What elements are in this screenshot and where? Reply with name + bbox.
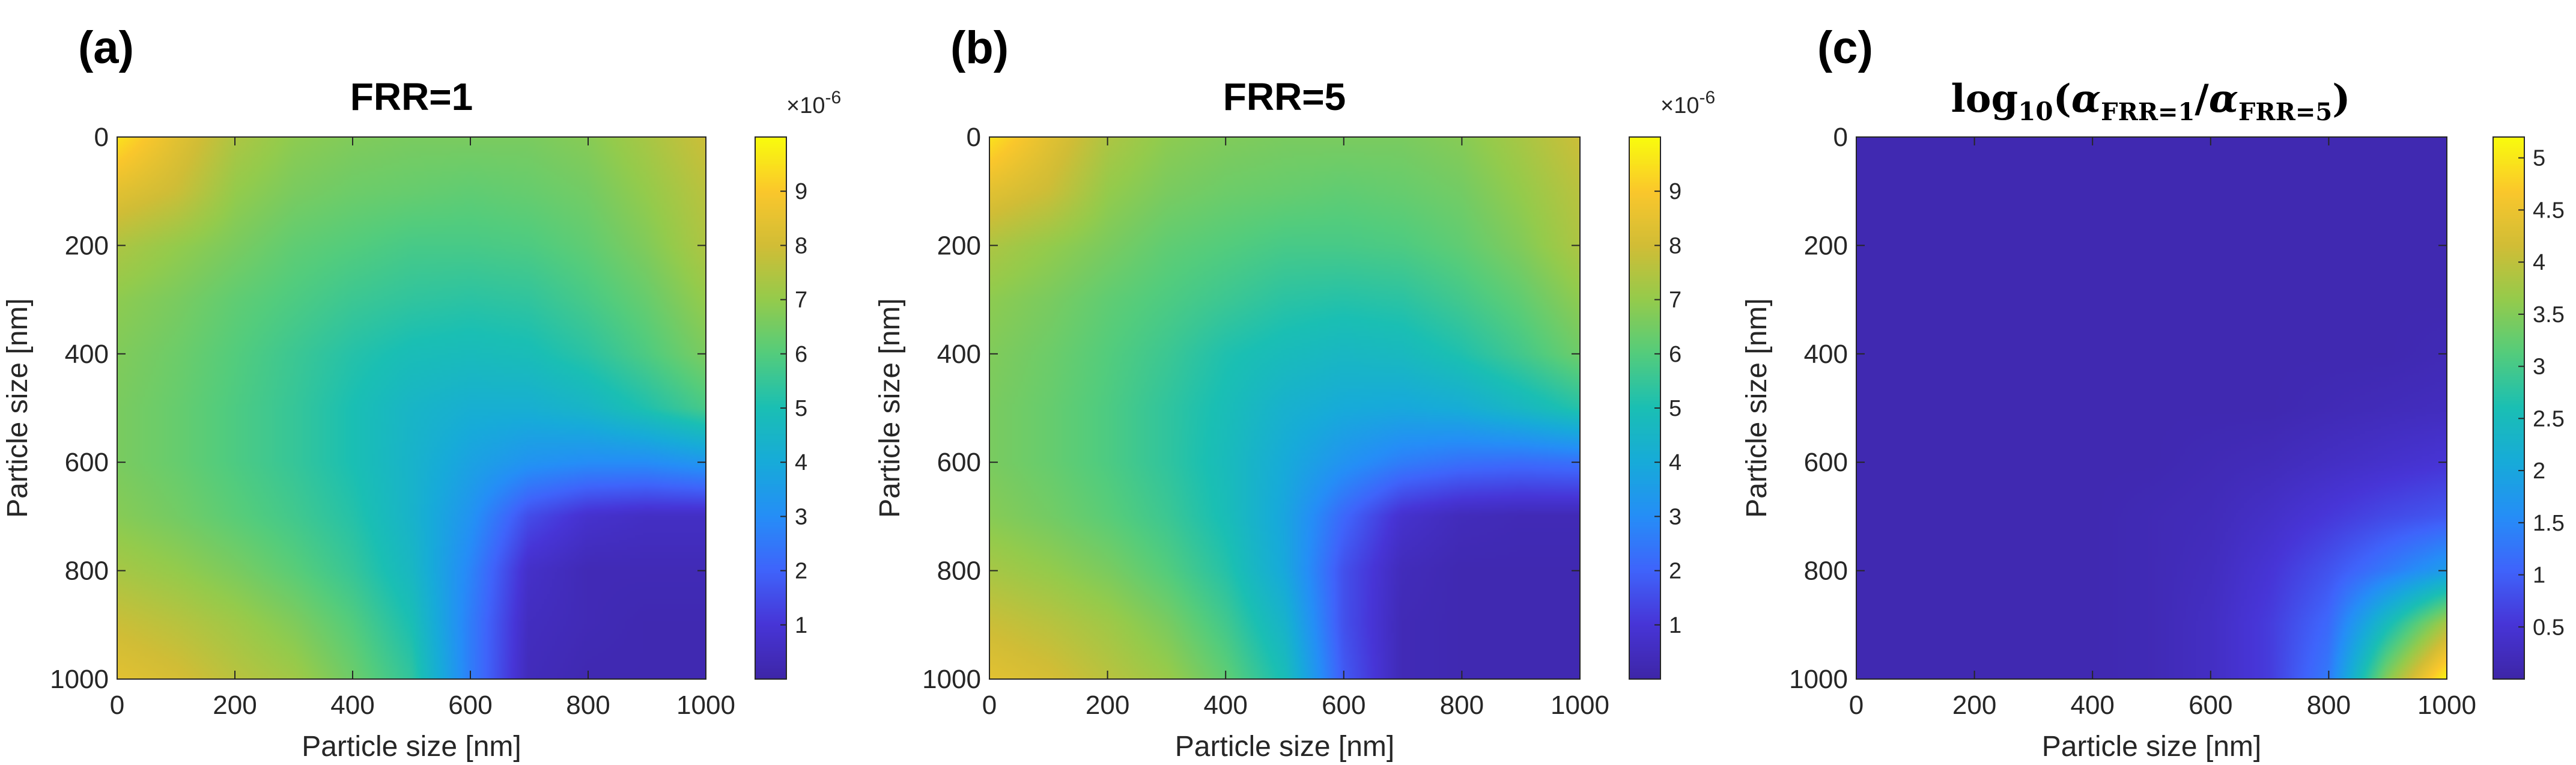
- x-axis-label: Particle size [nm]: [2042, 731, 2261, 763]
- panel-letter: (c): [1817, 22, 1873, 73]
- colorbar: 1 2 3 4 5 6 7 8 9 ×10-6: [1629, 88, 1715, 680]
- panel-1: (b)FRR=50 200 400 600 800 1000020040060080010…: [874, 22, 1715, 763]
- x-tick-label: 0: [1849, 690, 1864, 720]
- y-tick-label: 200: [937, 231, 981, 260]
- colorbar-tick-label: 1: [795, 613, 807, 638]
- chart-title: FRR=5: [1223, 75, 1346, 118]
- colorbar-tick-label: 2: [2533, 459, 2545, 484]
- panel-0: (a)FRR=10 200 400 600 800 1000020040060080010…: [2, 22, 841, 763]
- x-tick-label: 0: [982, 690, 997, 720]
- y-tick-label: 600: [937, 448, 981, 477]
- y-tick-label: 400: [937, 340, 981, 369]
- colorbar-tick-label: 4: [2533, 250, 2545, 275]
- y-tick-label: 200: [65, 231, 109, 260]
- panel-2: (c) log10(αFRR=1/αFRR=5) 0 200 400 600 800 1000…: [1741, 22, 2565, 763]
- colorbar-tick-label: 1: [1669, 613, 1681, 638]
- chart-title: log10(αFRR=1/αFRR=5): [1951, 76, 2350, 126]
- colorbar-tick-label: 5: [2533, 146, 2545, 171]
- colorbar-tick-label: 6: [1669, 342, 1681, 367]
- colorbar-tick-label: 3: [1669, 504, 1681, 529]
- colorbar-tick-label: 0.5: [2533, 615, 2565, 640]
- colorbar-multiplier: ×10-6: [786, 88, 841, 118]
- colorbar-tick-label: 9: [795, 179, 807, 204]
- x-tick-label: 600: [2189, 690, 2232, 720]
- y-tick-label: 0: [967, 123, 981, 152]
- plot-frame: [117, 136, 706, 680]
- colorbar-tick-label: 2.5: [2533, 406, 2565, 431]
- colorbar-tick-label: 2: [795, 559, 807, 584]
- x-tick-label: 1000: [676, 690, 735, 720]
- x-tick-label: 800: [566, 690, 610, 720]
- y-tick-label: 800: [937, 556, 981, 586]
- colorbar-tick-label: 4.5: [2533, 198, 2565, 223]
- y-axis-label: Particle size [nm]: [2, 298, 34, 517]
- colorbar-tick-label: 1: [2533, 563, 2545, 588]
- y-tick-label: 600: [1804, 448, 1848, 477]
- colorbar-tick-label: 6: [795, 342, 807, 367]
- x-tick-label: 800: [1440, 690, 1484, 720]
- heatmap-image: [117, 137, 706, 679]
- colorbar: 1 2 3 4 5 6 7 8 9 ×10-6: [755, 88, 841, 680]
- colorbar-tick-label: 4: [1669, 450, 1681, 475]
- y-tick-label: 0: [1833, 123, 1848, 152]
- colorbar-tick-label: 1.5: [2533, 511, 2565, 536]
- heatmap-image: [1856, 137, 2447, 679]
- x-axis-label: Particle size [nm]: [1175, 731, 1394, 763]
- y-tick-label: 200: [1804, 231, 1848, 260]
- x-axis-label: Particle size [nm]: [302, 731, 521, 763]
- y-tick-label: 400: [65, 340, 109, 369]
- x-tick-label: 200: [1086, 690, 1129, 720]
- panel-letter: (a): [78, 22, 134, 73]
- x-tick-label: 600: [1322, 690, 1365, 720]
- colorbar-multiplier: ×10-6: [1660, 88, 1715, 118]
- colorbar-tick-label: 3: [795, 504, 807, 529]
- y-axis-label: Particle size [nm]: [1741, 298, 1773, 517]
- y-tick-label: 1000: [50, 665, 109, 694]
- y-tick-label: 0: [94, 123, 109, 152]
- colorbar-tick-label: 9: [1669, 179, 1681, 204]
- colorbar-tick-label: 4: [795, 450, 807, 475]
- colorbar-tick-label: 5: [1669, 396, 1681, 421]
- x-tick-label: 400: [330, 690, 374, 720]
- colorbar-tick-label: 3: [2533, 355, 2545, 380]
- x-tick-label: 1000: [1551, 690, 1609, 720]
- colorbar-tick-label: 8: [795, 233, 807, 258]
- x-tick-label: 400: [2070, 690, 2114, 720]
- x-tick-label: 200: [213, 690, 257, 720]
- panel-letter: (b): [950, 22, 1009, 73]
- x-tick-label: 600: [448, 690, 492, 720]
- colorbar-tick-label: 5: [795, 396, 807, 421]
- y-axis-label: Particle size [nm]: [874, 298, 906, 517]
- colorbar-tick-label: 3.5: [2533, 302, 2565, 328]
- plot-frame: [1856, 136, 2447, 680]
- y-tick-label: 1000: [922, 665, 981, 694]
- colorbar-tick-label: 8: [1669, 233, 1681, 258]
- x-tick-label: 0: [110, 690, 124, 720]
- plot-frame: [989, 136, 1581, 680]
- chart-title: FRR=1: [350, 75, 473, 118]
- y-tick-label: 800: [1804, 556, 1848, 586]
- y-tick-label: 1000: [1789, 665, 1848, 694]
- colorbar-tick-label: 2: [1669, 559, 1681, 584]
- x-tick-label: 200: [1952, 690, 1996, 720]
- colorbar-tick-label: 7: [1669, 288, 1681, 313]
- y-tick-label: 800: [65, 556, 109, 586]
- y-tick-label: 400: [1804, 340, 1848, 369]
- heatmap-image: [989, 137, 1580, 679]
- colorbar-gradient: [2493, 137, 2524, 679]
- y-tick-label: 600: [65, 448, 109, 477]
- x-tick-label: 1000: [2417, 690, 2476, 720]
- x-tick-label: 400: [1203, 690, 1247, 720]
- colorbar-frame: [2492, 136, 2525, 680]
- colorbar: 0.5 1 1.5 2 2.5 3 3.5 4 4.5 5: [2492, 136, 2565, 680]
- colorbar-tick-label: 7: [795, 288, 807, 313]
- x-tick-label: 800: [2307, 690, 2351, 720]
